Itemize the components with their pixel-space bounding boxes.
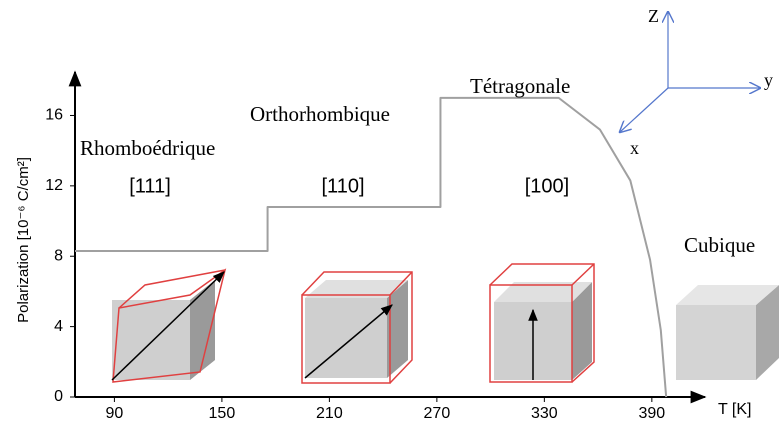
x-axis-label: T [K] xyxy=(718,401,752,418)
annotation: Orthorhombique xyxy=(250,102,390,126)
annotation: [111] xyxy=(129,175,171,197)
annotation: Cubique xyxy=(684,233,755,257)
y-tick-label: 12 xyxy=(45,177,63,194)
x-tick-label: 270 xyxy=(424,405,451,422)
y-tick-label: 16 xyxy=(45,107,63,124)
cube-tetra xyxy=(490,264,594,382)
annotation: Tétragonale xyxy=(470,74,570,98)
y-tick-label: 8 xyxy=(54,247,63,264)
x-tick-label: 150 xyxy=(209,405,236,422)
axes-trihedron xyxy=(620,12,760,132)
cube-cubic xyxy=(676,285,779,380)
annotation: Z xyxy=(648,6,659,26)
cube-ortho xyxy=(302,272,412,383)
y-tick-label: 0 xyxy=(54,388,63,405)
y-axis-label: Polarization [10⁻⁶ C/cm²] xyxy=(15,157,32,323)
x-tick-label: 90 xyxy=(106,405,124,422)
x-tick-label: 330 xyxy=(531,405,558,422)
x-tick-label: 390 xyxy=(638,405,665,422)
annotation: y xyxy=(764,70,773,90)
annotation: x xyxy=(630,138,639,158)
y-tick-label: 4 xyxy=(54,318,63,335)
annotation: [110] xyxy=(322,175,365,197)
annotation: [100] xyxy=(525,175,569,197)
chart: Polarization [10⁻⁶ C/cm²] T [K] 0 4 8 12 16 9… xyxy=(0,0,779,428)
x-tick-label: 210 xyxy=(316,405,343,422)
annotation: Rhomboédrique xyxy=(80,136,215,160)
cube-rhombo xyxy=(112,270,225,382)
